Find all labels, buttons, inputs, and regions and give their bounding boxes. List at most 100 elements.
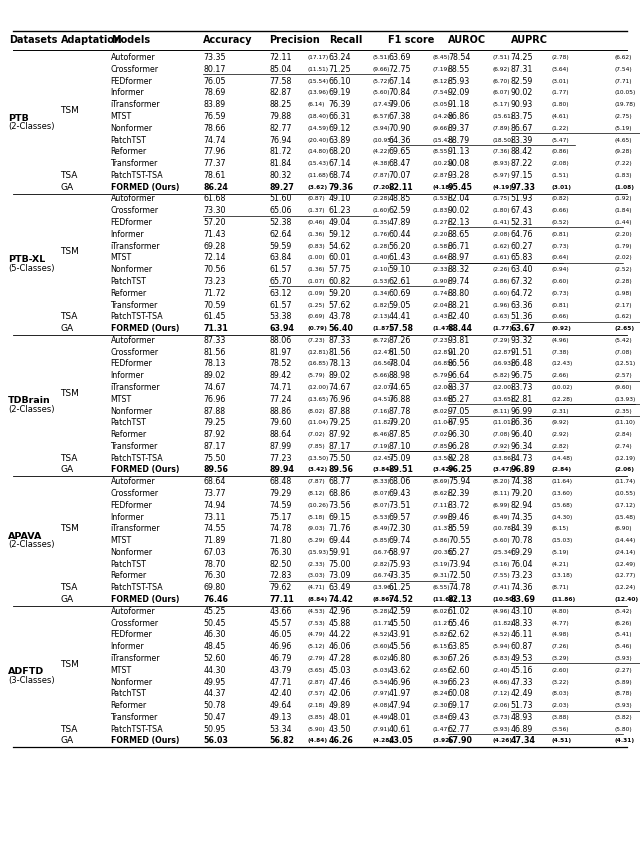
Text: 78.13: 78.13 — [204, 359, 226, 368]
Text: 74.36: 74.36 — [511, 583, 533, 592]
Text: (6.02): (6.02) — [373, 656, 390, 661]
Text: GA: GA — [60, 324, 74, 333]
Text: PTB-XL: PTB-XL — [8, 255, 45, 264]
Text: (6.30): (6.30) — [433, 656, 450, 661]
Text: 73.77: 73.77 — [204, 489, 226, 498]
Text: (6.55): (6.55) — [433, 585, 450, 590]
Text: (1.28): (1.28) — [373, 244, 390, 248]
Text: 72.11: 72.11 — [269, 53, 292, 62]
Text: 65.46: 65.46 — [448, 619, 470, 628]
Text: 89.74: 89.74 — [448, 277, 470, 286]
Text: (2.30): (2.30) — [433, 703, 450, 708]
Text: (0.46): (0.46) — [307, 220, 324, 225]
Text: Reformer: Reformer — [111, 289, 147, 298]
Text: Crossformer: Crossformer — [111, 619, 159, 628]
Text: 56.03: 56.03 — [204, 736, 228, 746]
Text: 87.78: 87.78 — [388, 406, 411, 416]
Text: (1.82): (1.82) — [373, 303, 390, 307]
Text: (9.28): (9.28) — [614, 149, 632, 155]
Text: (5.86): (5.86) — [433, 538, 450, 543]
Text: (0.73): (0.73) — [552, 291, 570, 296]
Text: PatchTST-TSA: PatchTST-TSA — [111, 171, 163, 180]
Text: (5.82): (5.82) — [492, 373, 510, 378]
Text: (0.82): (0.82) — [552, 196, 570, 201]
Text: 64.36: 64.36 — [388, 135, 411, 145]
Text: (17.43): (17.43) — [373, 102, 394, 108]
Text: (13.50): (13.50) — [307, 456, 328, 461]
Text: 78.54: 78.54 — [448, 53, 470, 62]
Text: 46.05: 46.05 — [269, 630, 292, 640]
Text: (2.84): (2.84) — [552, 468, 572, 472]
Text: (2.35): (2.35) — [614, 409, 632, 413]
Text: 86.67: 86.67 — [511, 124, 533, 133]
Text: 73.23: 73.23 — [204, 277, 226, 286]
Text: 45.57: 45.57 — [269, 619, 292, 628]
Text: 88.06: 88.06 — [269, 336, 291, 345]
Text: ADFTD: ADFTD — [8, 667, 45, 676]
Text: 48.33: 48.33 — [511, 619, 533, 628]
Text: 48.45: 48.45 — [204, 642, 226, 651]
Text: (0.52): (0.52) — [552, 220, 570, 225]
Text: (8.03): (8.03) — [552, 691, 570, 696]
Text: (5.03): (5.03) — [373, 667, 390, 673]
Text: (10.05): (10.05) — [614, 90, 636, 95]
Text: (2.66): (2.66) — [552, 373, 569, 378]
Text: (9.66): (9.66) — [433, 126, 450, 131]
Text: (7.71): (7.71) — [614, 79, 632, 83]
Text: 67.43: 67.43 — [511, 207, 533, 215]
Text: 87.26: 87.26 — [388, 336, 411, 345]
Text: 63.94: 63.94 — [269, 324, 294, 333]
Text: 97.33: 97.33 — [511, 182, 536, 192]
Text: (8.55): (8.55) — [433, 149, 450, 155]
Text: 61.68: 61.68 — [204, 194, 226, 203]
Text: 73.94: 73.94 — [448, 560, 470, 569]
Text: (4.66): (4.66) — [492, 680, 509, 685]
Text: 62.62: 62.62 — [448, 630, 470, 640]
Text: GA: GA — [60, 736, 74, 746]
Text: 70.90: 70.90 — [388, 124, 411, 133]
Text: (1.63): (1.63) — [492, 314, 509, 319]
Text: 65.83: 65.83 — [511, 253, 533, 262]
Text: (3.05): (3.05) — [433, 102, 450, 108]
Text: FORMED (Ours): FORMED (Ours) — [111, 182, 179, 192]
Text: 63.12: 63.12 — [269, 289, 292, 298]
Text: 87.17: 87.17 — [329, 442, 351, 450]
Text: 43.78: 43.78 — [329, 312, 351, 321]
Text: 61.02: 61.02 — [448, 607, 470, 615]
Text: 72.30: 72.30 — [388, 524, 411, 533]
Text: (3.93): (3.93) — [614, 656, 632, 661]
Text: (8.78): (8.78) — [614, 691, 632, 696]
Text: 45.25: 45.25 — [204, 607, 226, 615]
Text: (2.65): (2.65) — [433, 667, 450, 673]
Text: 92.09: 92.09 — [448, 89, 470, 97]
Text: 74.52: 74.52 — [388, 595, 413, 604]
Text: (2.28): (2.28) — [614, 279, 632, 284]
Text: (6.15): (6.15) — [552, 526, 569, 531]
Text: (4.51): (4.51) — [552, 739, 572, 743]
Text: 70.59: 70.59 — [204, 300, 226, 310]
Text: Autoformer: Autoformer — [111, 336, 155, 345]
Text: (11.82): (11.82) — [492, 621, 513, 626]
Text: 45.56: 45.56 — [388, 642, 411, 651]
Text: 46.06: 46.06 — [329, 642, 351, 651]
Text: (8.12): (8.12) — [433, 79, 450, 83]
Text: TSA: TSA — [60, 583, 77, 592]
Text: 69.12: 69.12 — [329, 124, 351, 133]
Text: 56.40: 56.40 — [329, 324, 354, 333]
Text: (7.99): (7.99) — [433, 515, 450, 520]
Text: (1.76): (1.76) — [373, 232, 390, 237]
Text: (1.51): (1.51) — [552, 173, 569, 178]
Text: 67.03: 67.03 — [204, 548, 226, 557]
Text: (4.96): (4.96) — [552, 338, 569, 343]
Text: 60.69: 60.69 — [388, 289, 411, 298]
Text: Nonformer: Nonformer — [111, 548, 152, 557]
Text: (15.48): (15.48) — [614, 515, 636, 520]
Text: 87.33: 87.33 — [204, 336, 226, 345]
Text: 43.05: 43.05 — [388, 736, 413, 746]
Text: 83.89: 83.89 — [204, 100, 225, 109]
Text: 46.80: 46.80 — [388, 654, 411, 663]
Text: (6.72): (6.72) — [373, 338, 390, 343]
Text: 66.23: 66.23 — [448, 678, 470, 687]
Text: 82.13: 82.13 — [448, 595, 473, 604]
Text: 63.84: 63.84 — [269, 253, 292, 262]
